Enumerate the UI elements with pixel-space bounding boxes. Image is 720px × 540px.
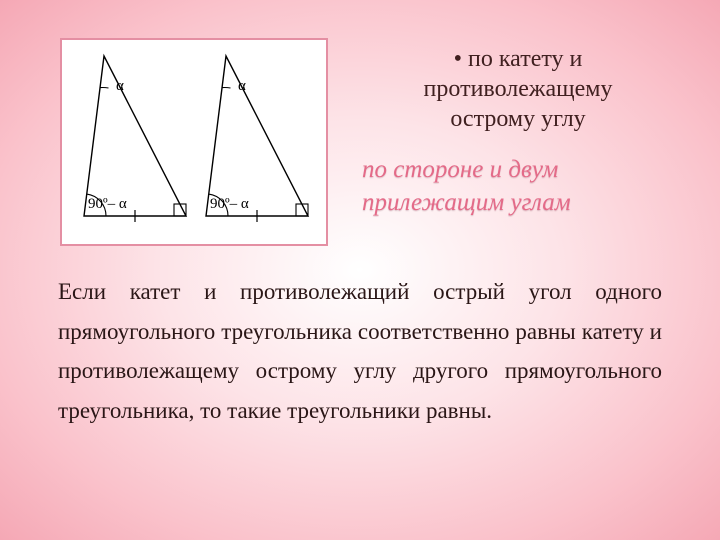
title-line2: противолежащему [424,76,613,102]
title-line3: острому углу [450,106,585,132]
svg-text:90º– α: 90º– α [88,196,127,212]
two-right-triangles: α 90º– α α 90º– α [70,50,318,234]
svg-text:α: α [116,78,124,94]
subtitle-line2: прилежащим углам [362,189,571,216]
slide-title: • по катету и противолежащему острому уг… [356,44,680,134]
title-line1: по катету и [468,46,582,72]
figure-container: α 90º– α α 90º– α [60,38,328,246]
subtitle-line1: по стороне и двум [362,156,558,183]
theorem-text: Если катет и противолежащий острый угол … [58,272,662,430]
svg-text:90º– α: 90º– α [210,196,249,212]
slide-subtitle: по стороне и двум прилежащим углам [356,154,680,219]
bullet-dot: • [454,46,462,72]
title-column: • по катету и противолежащему острому уг… [356,38,680,246]
svg-text:α: α [238,78,246,94]
